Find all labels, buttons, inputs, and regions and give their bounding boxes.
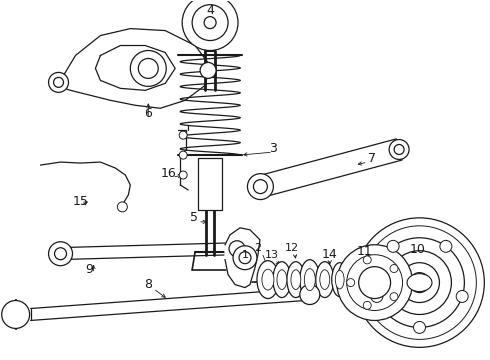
Bar xyxy=(198,158,222,210)
Ellipse shape xyxy=(320,270,330,289)
Ellipse shape xyxy=(304,269,315,291)
Ellipse shape xyxy=(291,270,301,289)
Circle shape xyxy=(337,245,413,320)
Text: 10: 10 xyxy=(410,243,425,256)
Circle shape xyxy=(239,252,251,264)
Circle shape xyxy=(355,218,484,347)
Ellipse shape xyxy=(407,274,432,292)
Circle shape xyxy=(363,226,476,339)
Circle shape xyxy=(363,301,371,309)
Circle shape xyxy=(229,241,245,257)
Circle shape xyxy=(192,5,228,41)
Circle shape xyxy=(399,263,440,302)
Ellipse shape xyxy=(277,270,287,289)
Circle shape xyxy=(204,17,216,28)
Circle shape xyxy=(414,321,425,333)
Ellipse shape xyxy=(335,270,344,289)
Circle shape xyxy=(200,62,216,78)
Circle shape xyxy=(49,242,73,266)
Ellipse shape xyxy=(332,263,348,297)
Text: 15: 15 xyxy=(73,195,88,208)
Polygon shape xyxy=(55,28,210,108)
Circle shape xyxy=(253,180,268,194)
Circle shape xyxy=(53,77,64,87)
Circle shape xyxy=(300,285,320,305)
Text: 7: 7 xyxy=(368,152,376,165)
Text: 2: 2 xyxy=(254,243,262,253)
Polygon shape xyxy=(258,139,402,197)
Polygon shape xyxy=(96,45,175,90)
Text: 6: 6 xyxy=(145,107,152,120)
Circle shape xyxy=(179,131,187,139)
Ellipse shape xyxy=(300,260,320,300)
Circle shape xyxy=(359,267,391,298)
Circle shape xyxy=(182,0,238,50)
Circle shape xyxy=(233,246,257,270)
Circle shape xyxy=(390,293,398,301)
Ellipse shape xyxy=(316,262,334,298)
Circle shape xyxy=(138,58,158,78)
Ellipse shape xyxy=(262,269,274,290)
Ellipse shape xyxy=(257,261,279,298)
Circle shape xyxy=(54,248,67,260)
Circle shape xyxy=(179,151,187,159)
Circle shape xyxy=(179,171,187,179)
Text: 5: 5 xyxy=(190,211,198,224)
Circle shape xyxy=(247,174,273,199)
Circle shape xyxy=(347,279,355,287)
Circle shape xyxy=(49,72,69,92)
Text: 12: 12 xyxy=(285,243,299,253)
Ellipse shape xyxy=(287,262,305,298)
Ellipse shape xyxy=(273,262,291,298)
Text: 9: 9 xyxy=(85,263,94,276)
Circle shape xyxy=(363,256,371,264)
Circle shape xyxy=(387,240,399,252)
Circle shape xyxy=(130,50,166,86)
Circle shape xyxy=(375,238,465,328)
Circle shape xyxy=(390,265,398,273)
Text: 13: 13 xyxy=(265,250,279,260)
Text: 16: 16 xyxy=(160,167,176,180)
Circle shape xyxy=(388,251,451,315)
Circle shape xyxy=(347,255,403,310)
Text: 3: 3 xyxy=(269,141,277,155)
Circle shape xyxy=(1,301,29,328)
Text: 11: 11 xyxy=(357,245,372,258)
Text: 1: 1 xyxy=(242,250,248,260)
Circle shape xyxy=(440,240,452,252)
Circle shape xyxy=(371,291,383,302)
Text: 14: 14 xyxy=(322,248,338,261)
Text: 4: 4 xyxy=(206,4,214,17)
Polygon shape xyxy=(225,228,260,288)
Text: 8: 8 xyxy=(144,278,152,291)
Circle shape xyxy=(118,202,127,212)
Circle shape xyxy=(410,273,429,293)
Circle shape xyxy=(456,291,468,302)
Circle shape xyxy=(389,140,409,159)
Circle shape xyxy=(394,144,404,154)
